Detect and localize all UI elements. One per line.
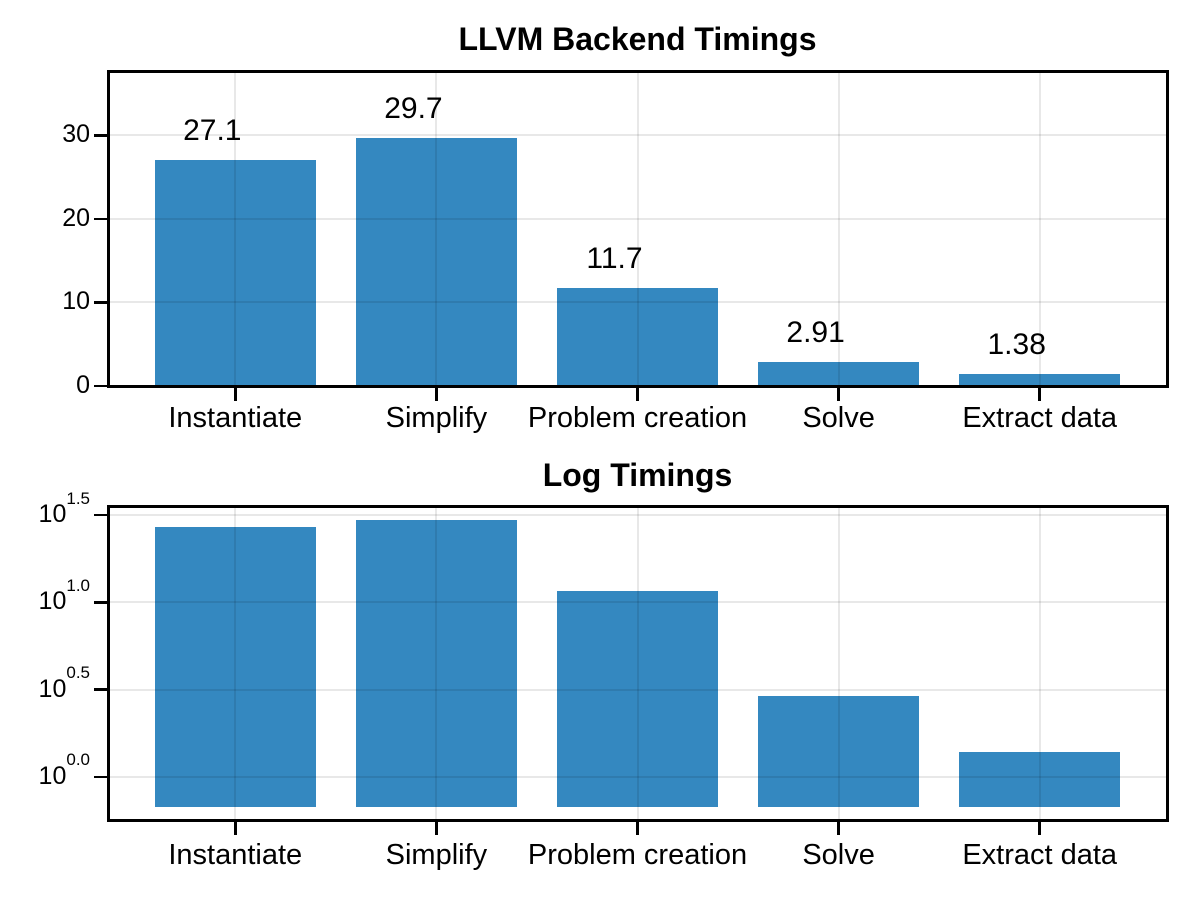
gridline-vertical (636, 71, 639, 386)
y-tick-mark (94, 688, 108, 691)
plot-frame (106, 504, 1169, 822)
gridline-vertical (837, 506, 840, 821)
y-tick-label: 101.5 (38, 488, 90, 529)
x-tick-mark (435, 387, 438, 401)
x-category-label-simplify: Simplify (385, 402, 488, 434)
x-category-label-instantiate: Instantiate (168, 402, 303, 434)
x-tick-mark (837, 822, 840, 835)
bar-problem-creation (557, 288, 718, 386)
x-tick-mark (636, 822, 639, 835)
x-category-label-solve: Solve (802, 839, 875, 871)
x-tick-mark (234, 822, 237, 835)
x-category-label-extract-data: Extract data (962, 839, 1118, 871)
x-tick-mark (435, 822, 438, 835)
gridline-horizontal (108, 514, 1167, 517)
gridline-horizontal (108, 134, 1167, 137)
chart-title: LLVM Backend Timings (458, 21, 817, 57)
x-category-label-problem-creation: Problem creation (527, 839, 748, 871)
bar-extract-data (959, 374, 1121, 386)
gridline-horizontal (108, 301, 1167, 304)
y-tick-label: 100.5 (38, 663, 90, 703)
gridline-horizontal (108, 775, 1167, 778)
gridline-vertical (837, 71, 840, 386)
bar-value-label: 2.91 (786, 315, 845, 349)
y-tick-label: 0 (76, 371, 90, 399)
y-tick-mark (94, 601, 108, 604)
y-tick-label: 10 (62, 287, 90, 316)
gridline-vertical (234, 71, 237, 386)
bar-simplify (355, 519, 517, 807)
x-tick-mark (1038, 387, 1041, 401)
x-tick-mark (1038, 822, 1041, 835)
bar-problem-creation (557, 590, 718, 807)
y-tick-mark (94, 134, 108, 137)
chart-title: Log Timings (542, 457, 733, 493)
bar-solve (758, 695, 920, 807)
y-tick-mark (94, 513, 108, 517)
bar-value-label: 1.38 (987, 328, 1046, 362)
x-tick-mark (234, 387, 237, 401)
gridline-vertical (1038, 506, 1041, 821)
bar-value-label: 11.7 (586, 242, 643, 276)
gridline-vertical (435, 506, 438, 821)
y-tick-mark (94, 384, 108, 388)
bar-extract-data (959, 752, 1121, 807)
y-tick-label: 100.0 (38, 750, 90, 790)
x-category-label-solve: Solve (802, 402, 875, 434)
bar-instantiate (154, 159, 316, 386)
gridline-vertical (636, 506, 639, 821)
x-category-label-simplify: Simplify (385, 839, 488, 871)
bar-solve (758, 361, 920, 386)
y-tick-mark (94, 775, 108, 779)
gridline-horizontal (108, 601, 1167, 604)
y-tick-mark (94, 217, 108, 221)
y-tick-label: 20 (62, 203, 90, 232)
bar-value-label: 29.7 (384, 91, 443, 125)
gridline-vertical (1038, 71, 1041, 386)
x-category-label-extract-data: Extract data (962, 402, 1118, 434)
x-category-label-instantiate: Instantiate (168, 839, 303, 871)
bar-simplify (355, 137, 517, 386)
bar-instantiate (154, 526, 316, 807)
y-tick-label: 30 (62, 120, 90, 149)
gridline-horizontal (108, 688, 1167, 691)
y-tick-label: 101.0 (38, 575, 90, 616)
x-tick-mark (636, 387, 639, 401)
gridline-horizontal (108, 217, 1167, 220)
y-tick-mark (94, 301, 108, 304)
gridline-vertical (435, 71, 438, 386)
gridline-vertical (234, 506, 237, 821)
bar-value-label: 27.1 (183, 113, 242, 147)
x-tick-mark (837, 387, 840, 401)
plot-frame (106, 69, 1169, 388)
x-category-label-problem-creation: Problem creation (527, 402, 748, 434)
